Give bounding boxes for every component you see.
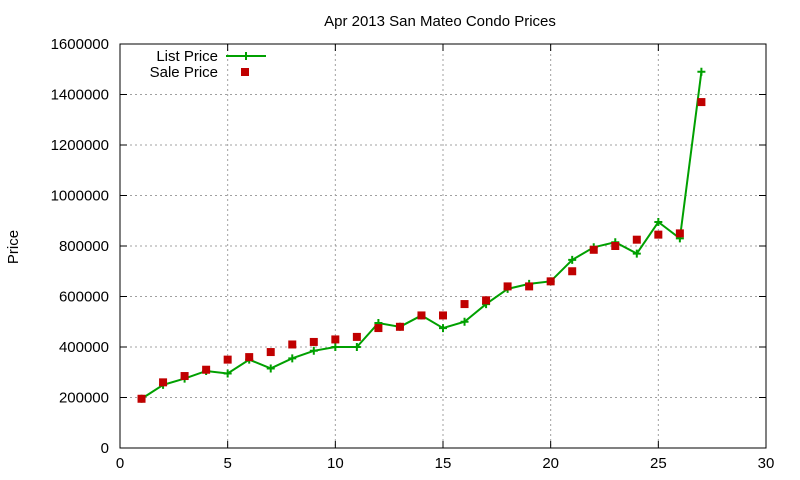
sale-price-point	[546, 277, 555, 286]
list-price-point	[223, 369, 232, 378]
grid-lines	[120, 44, 766, 448]
y-tick-label: 400000	[59, 339, 109, 356]
series-sale-price	[137, 98, 706, 403]
x-tick-label: 20	[542, 455, 559, 472]
sale-price-point	[309, 337, 318, 346]
chart-title: Apr 2013 San Mateo Condo Prices	[324, 13, 556, 30]
x-tick-label: 5	[223, 455, 231, 472]
sale-price-point	[697, 98, 706, 107]
sale-price-point	[654, 230, 663, 239]
sale-price-point	[568, 267, 577, 276]
list-price-point	[460, 317, 469, 326]
sale-price-point	[675, 229, 684, 238]
sale-price-point	[288, 340, 297, 349]
legend-label: Sale Price	[150, 64, 218, 81]
axes: 0 5 10 15 20 25 30 0 200000 400000 600000 800000 100…	[51, 36, 775, 472]
list-price-point	[266, 364, 275, 373]
y-tick-label: 800000	[59, 238, 109, 255]
sale-price-point	[202, 365, 211, 374]
y-tick-label: 1200000	[51, 137, 109, 154]
list-price-line	[140, 71, 703, 400]
series-marks	[137, 67, 706, 403]
sale-price-point	[460, 300, 469, 309]
list-price-point	[309, 346, 318, 355]
sale-price-point	[611, 242, 620, 250]
y-tick-label: 1600000	[51, 36, 109, 53]
sale-price-point	[482, 296, 491, 305]
list-price-point	[288, 354, 297, 363]
sale-price-point	[632, 235, 641, 244]
sale-price-point	[137, 394, 146, 403]
x-tick-label: 0	[116, 455, 124, 472]
list-price-point	[331, 343, 340, 351]
sale-price-point	[180, 372, 189, 381]
sale-price-point	[331, 335, 340, 344]
list-price-point	[352, 343, 361, 351]
legend-swatch-marker	[242, 52, 250, 60]
sale-price-point	[503, 282, 512, 291]
y-tick-label: 1400000	[51, 87, 109, 104]
sale-price-point	[417, 311, 426, 320]
list-price-point	[697, 67, 706, 76]
sale-price-point	[352, 332, 361, 341]
sale-price-point	[159, 378, 168, 387]
y-tick-label: 1000000	[51, 188, 109, 205]
x-tick-label: 30	[758, 455, 775, 472]
list-price-point	[568, 255, 577, 264]
series-list-price	[137, 67, 706, 403]
sale-price-point	[245, 353, 254, 362]
list-price-point	[654, 218, 663, 227]
sale-price-point	[374, 324, 383, 333]
sale-price-point	[266, 348, 275, 357]
y-tick-label: 200000	[59, 390, 109, 407]
x-tick-label: 15	[435, 455, 452, 472]
legend-swatch-marker	[241, 68, 249, 76]
sale-price-point	[223, 355, 232, 364]
y-tick-label: 0	[101, 440, 109, 457]
x-tick-label: 10	[327, 455, 344, 472]
sale-price-point	[395, 322, 404, 331]
y-tick-label: 600000	[59, 289, 109, 306]
sale-price-point	[589, 245, 598, 254]
x-tick-label: 25	[650, 455, 667, 472]
legend-label: List Price	[156, 48, 218, 65]
sale-price-point	[439, 311, 447, 320]
list-price-point	[439, 324, 447, 333]
sale-price-point	[525, 282, 534, 291]
list-price-point	[632, 249, 641, 258]
y-axis-label: Price	[5, 230, 22, 264]
